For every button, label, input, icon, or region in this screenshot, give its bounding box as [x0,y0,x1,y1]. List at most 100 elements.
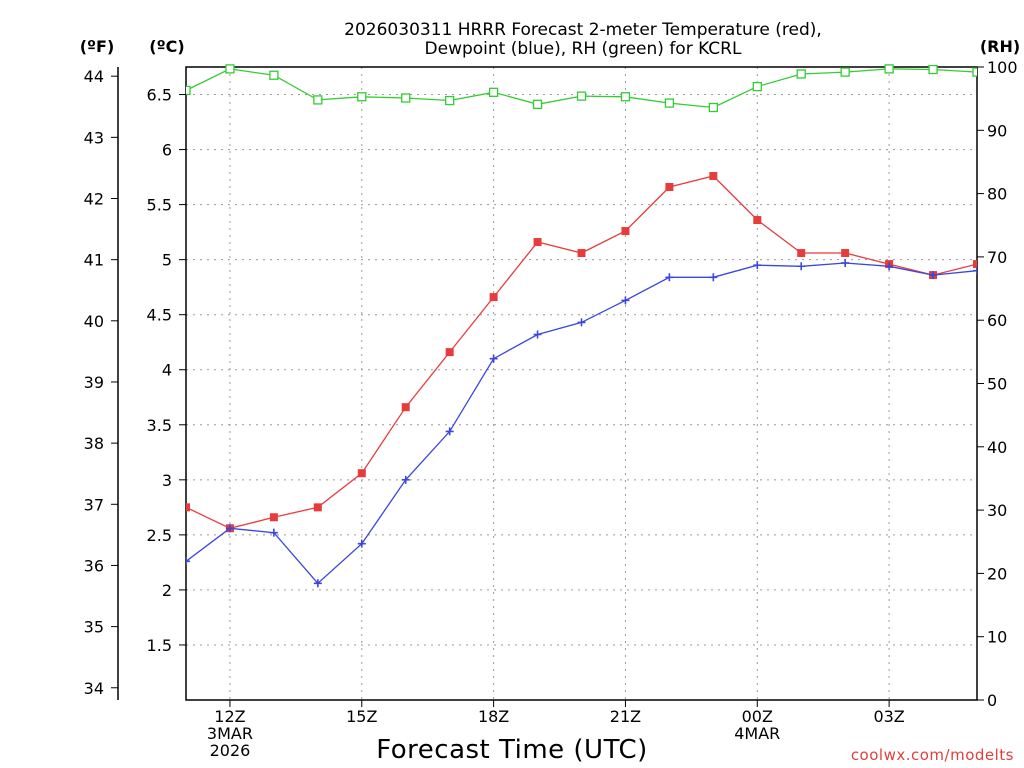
rh-tick-label: 40 [987,438,1007,457]
rh-tick-label: 90 [987,121,1007,140]
x-tick-label: 4MAR [734,724,780,743]
rh-tick-label: 100 [987,58,1018,77]
x-tick-label: 3MAR [207,724,253,743]
dewpoint-point [841,258,850,267]
x-tick-label: 00Z [742,707,773,726]
rh-point [269,70,279,80]
rh-point [972,67,977,77]
dewpoint-point [186,557,190,566]
rh-tick-label: 70 [987,248,1007,267]
dewpoint-point [885,262,894,271]
dewpoint-point [225,524,234,533]
celsius-tick-label: 4 [162,361,172,380]
celsius-tick-label: 6 [162,141,172,160]
celsius-tick-label: 5.5 [147,196,172,215]
fahrenheit-tick-label: 38 [84,434,104,453]
rh-point [840,67,850,77]
plot-layer: 1.5 2 2.5 3 3.5 4 4.5 5 5.5 6 6.5 34 35 36 37 38 39 40 41 4… [84,58,1018,760]
dewpoint-point [357,539,366,548]
credit-text: coolwx.com/modelts [851,746,1014,764]
fahrenheit-tick-label: 39 [84,373,104,392]
dewpoint-point [269,528,278,537]
fahrenheit-tick-label: 37 [84,495,104,514]
celsius-tick-label: 2 [162,581,172,600]
rh-tick-label: 30 [987,501,1007,520]
rh-unit-label: (RH) [980,37,1020,56]
rh-tick-label: 60 [987,311,1007,330]
temperature-point [445,348,454,357]
fahrenheit-tick-label: 34 [84,679,104,698]
fahrenheit-tick-label: 44 [84,67,104,86]
rh-point [313,95,323,105]
temperature-point [973,260,977,269]
plot-frame [185,66,978,701]
temperature-point [313,503,322,512]
temperature-point [357,469,366,478]
rh-tick-label: 0 [987,691,997,710]
temperature-point [709,171,718,180]
celsius-tick-label: 3 [162,471,172,490]
fahrenheit-tick-label: 35 [84,618,104,637]
rh-point [401,93,411,103]
temperature-point [577,249,586,258]
temperature-point [753,216,762,225]
rh-point [664,98,675,108]
dewpoint-point [577,318,586,327]
dewpoint-point [533,330,542,339]
rh-point [445,95,455,106]
dewpoint-point [753,261,762,270]
x-tick-label: 12Z [214,707,245,726]
series-rh [186,64,977,113]
fahrenheit-tick-label: 42 [84,189,104,208]
fahrenheit-axis: 34 35 36 37 38 39 40 41 42 43 44 [84,67,119,700]
x-tick-label: 2026 [210,741,251,760]
temperature-point [533,238,542,247]
temperature-line [186,175,977,529]
fahrenheit-tick-label: 41 [84,251,104,270]
temperature-point [797,249,806,258]
rh-point [186,85,191,96]
dewpoint-point [665,273,674,282]
dewpoint-point [489,354,498,363]
celsius-tick-label: 2.5 [147,526,172,545]
celsius-axis: 1.5 2 2.5 3 3.5 4 4.5 5 5.5 6 6.5 [147,86,186,655]
rh-axis: 0 10 20 30 40 50 60 70 80 90 100 [977,58,1018,710]
x-tick-label: 15Z [346,707,377,726]
dewpoint-point [445,427,454,436]
temperature-point [489,293,498,302]
series-temperature [186,171,977,533]
x-tick-label: 03Z [873,707,904,726]
x-tick-label: 21Z [610,707,641,726]
rh-tick-label: 50 [987,375,1007,394]
dewpoint-point [973,266,977,275]
rh-line [186,68,977,109]
rh-point [620,92,631,102]
dewpoint-point [401,475,410,484]
x-tick-label: 18Z [478,707,509,726]
fahrenheit-tick-label: 40 [84,312,104,331]
rh-tick-label: 20 [987,564,1007,583]
rh-tick-label: 10 [987,628,1007,647]
rh-point [576,91,587,101]
rh-tick-label: 80 [987,185,1007,204]
rh-point [752,81,762,92]
grid-lines [186,67,977,700]
rh-point [928,64,938,75]
dewpoint-point [621,296,630,305]
rh-point [796,69,806,79]
x-axis-title: Forecast Time (UTC) [376,735,648,765]
dewpoint-point [797,262,806,271]
dewpoint-point [709,273,718,282]
temperature-point [841,249,850,258]
rh-point [532,99,543,109]
fahrenheit-tick-label: 36 [84,556,104,575]
celsius-unit-label: (ºC) [149,37,184,56]
temperature-point [665,182,674,191]
rh-point [708,102,718,113]
rh-point [488,87,499,97]
chart-title-line1: 2026030311 HRRR Forecast 2-meter Tempera… [344,20,822,40]
chart-title-line2: Dewpoint (blue), RH (green) for KCRL [425,39,742,59]
temperature-point [401,403,410,412]
temperature-point [186,503,190,512]
